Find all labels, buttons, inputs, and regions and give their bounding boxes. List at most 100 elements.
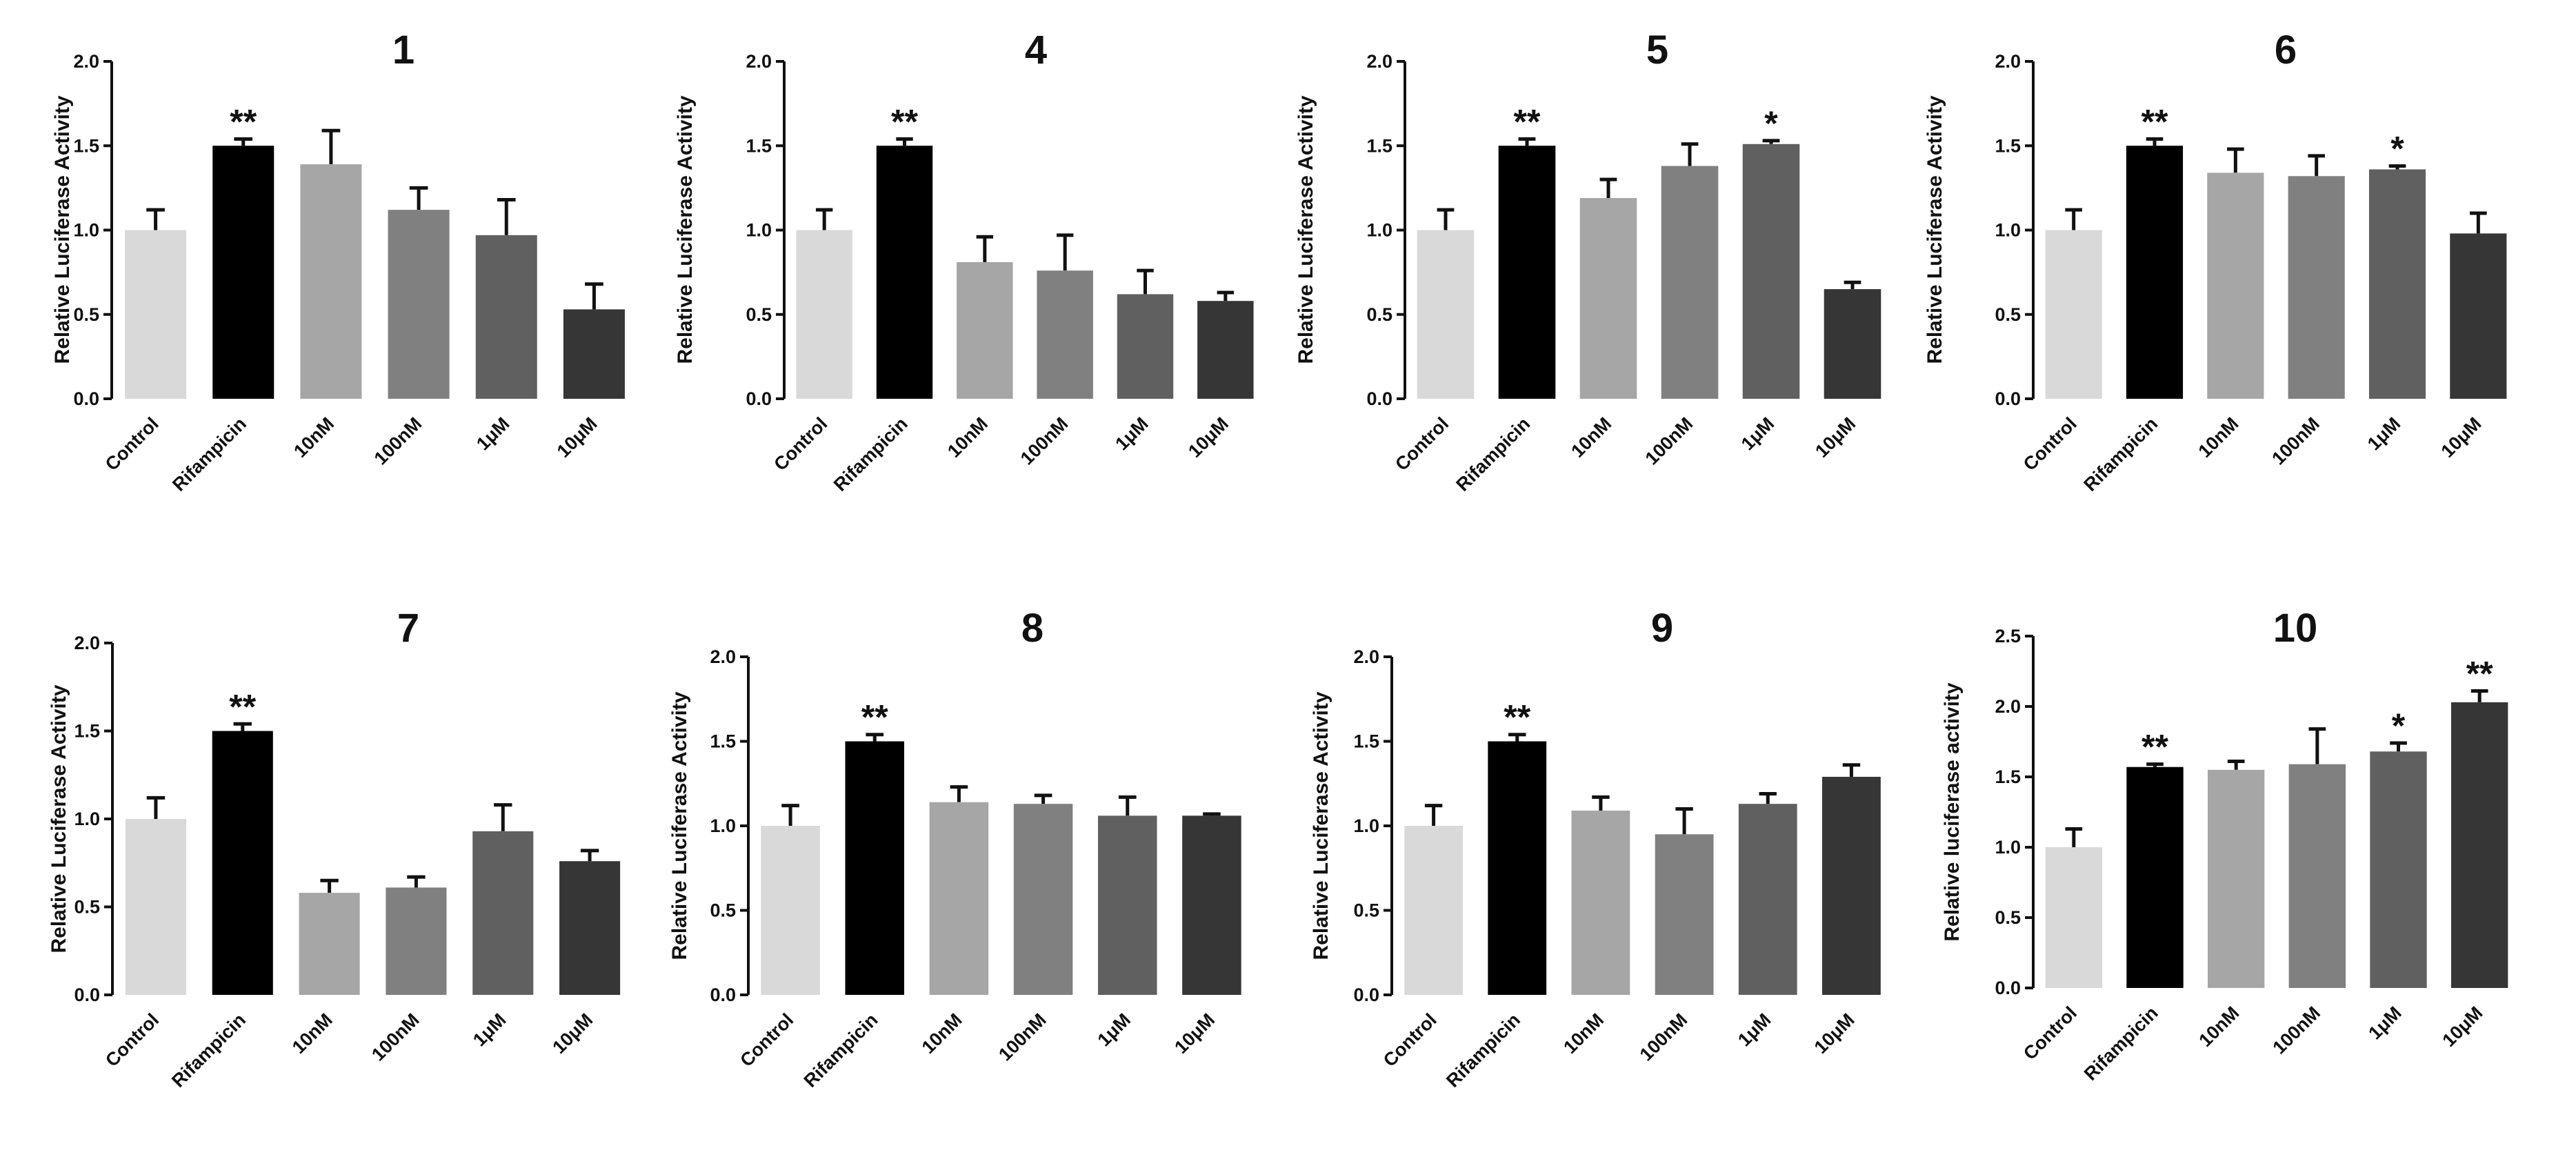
chart-title: 6	[2275, 28, 2297, 72]
bar-100nM	[1655, 834, 1714, 995]
x-tick-label: 10μM	[553, 413, 601, 462]
x-tick-label: Control	[770, 413, 831, 475]
x-tick-label: 10μM	[1811, 413, 1859, 462]
y-tick-label: 0.0	[1353, 985, 1379, 1005]
x-tick-label: Rifampicin	[168, 413, 250, 495]
bar-Control	[2045, 847, 2103, 988]
bar-10nM	[957, 261, 1013, 399]
bar-1μM	[1097, 815, 1157, 995]
y-tick-label: 1.5	[1995, 767, 2021, 787]
y-tick-label: 1.0	[1366, 220, 1392, 241]
x-tick-label: 100nM	[368, 1009, 423, 1065]
y-tick-label: 1.5	[74, 721, 100, 742]
significance-marker: **	[861, 698, 888, 737]
x-tick-label: 1μM	[1111, 413, 1152, 454]
y-tick-label: 1.0	[1995, 220, 2021, 241]
bar-Rifampicin	[845, 741, 905, 995]
chart-panel-10: 10 Relative luciferase activity 0.0 0.5 1.0 1…	[1941, 606, 2508, 1085]
x-tick-label: 10μM	[1184, 413, 1232, 462]
y-tick-label: 2.0	[1366, 51, 1392, 72]
x-tick-label: Control	[2019, 413, 2081, 475]
bar-100nM	[2288, 176, 2345, 399]
y-tick-label: 0.0	[73, 388, 99, 409]
chart-title: 7	[397, 606, 419, 651]
chart-title: 5	[1646, 28, 1668, 72]
x-tick-label: 100nM	[1017, 413, 1072, 469]
bar-Rifampicin	[2126, 767, 2184, 988]
significance-marker: **	[1514, 102, 1541, 141]
x-tick-label: Control	[736, 1009, 797, 1071]
y-tick-label: 0.0	[1995, 388, 2021, 409]
y-tick-label: 0.5	[1995, 304, 2021, 325]
y-tick-label: 0.5	[74, 897, 100, 918]
x-tick-label: 1μM	[1737, 413, 1778, 454]
x-tick-label: Control	[1379, 1009, 1441, 1071]
x-tick-label: Rifampicin	[2079, 413, 2161, 495]
bar-10μM	[1822, 776, 1881, 995]
y-tick-label: 1.0	[1995, 837, 2021, 858]
y-tick-label: 2.0	[73, 51, 99, 72]
x-tick-label: Rifampicin	[1442, 1009, 1524, 1091]
y-tick-label: 0.5	[746, 304, 772, 325]
chart-panel-8: 8 Relative Luciferase Activity 0.0 0.5 1.0 1.…	[668, 606, 1241, 1091]
y-axis-label: Relative Luciferase Activity	[51, 95, 74, 364]
y-tick-label: 1.5	[1995, 135, 2021, 156]
x-tick-label: 10μM	[2438, 1002, 2486, 1051]
x-tick-label: 10nM	[918, 1009, 966, 1058]
x-tick-label: 10nM	[1559, 1009, 1608, 1058]
x-tick-label: Rifampicin	[1452, 413, 1534, 495]
x-tick-label: 100nM	[1641, 413, 1697, 469]
bar-10μM	[559, 861, 621, 995]
x-tick-label: 10nM	[2195, 1002, 2243, 1051]
chart-panel-6: 6 Relative Luciferase Activity 0.0 0.5 1.0 1.…	[1924, 28, 2507, 495]
x-tick-label: Control	[1391, 413, 1452, 475]
y-tick-label: 1.0	[74, 809, 100, 829]
y-tick-label: 0.5	[1995, 907, 2021, 928]
x-tick-label: 1μM	[472, 413, 513, 454]
chart-panel-7: 7 Relative Luciferase Activity 0.0 0.5 1.0 1.…	[48, 606, 621, 1091]
x-tick-label: 1μM	[2364, 413, 2404, 454]
bar-1μM	[2368, 169, 2426, 399]
x-tick-label: Control	[101, 413, 163, 475]
x-tick-label: 10nM	[2195, 413, 2243, 462]
x-tick-label: Rifampicin	[168, 1009, 250, 1091]
significance-marker: **	[229, 687, 256, 726]
y-tick-label: 2.0	[1995, 51, 2021, 72]
y-tick-label: 0.5	[73, 304, 99, 325]
y-axis-label: Relative Luciferase Activity	[1295, 95, 1317, 364]
bar-100nM	[2288, 764, 2346, 988]
y-axis-label: Relative Luciferase Activity	[1924, 95, 1946, 364]
y-axis-label: Relative Luciferase Activity	[48, 684, 70, 953]
x-tick-label: 10μM	[548, 1009, 597, 1058]
y-tick-label: 2.0	[1995, 696, 2021, 717]
x-tick-label: 10nM	[943, 413, 992, 462]
bar-1μM	[1738, 804, 1797, 995]
x-tick-label: 10μM	[1170, 1009, 1219, 1058]
bar-Rifampicin	[212, 146, 274, 399]
y-tick-label: 2.0	[1353, 646, 1379, 667]
x-tick-label: 1μM	[2364, 1002, 2405, 1043]
y-tick-label: 0.5	[1366, 304, 1392, 325]
y-tick-label: 1.0	[710, 815, 736, 836]
bar-1μM	[1742, 144, 1800, 399]
bar-10nM	[1571, 810, 1630, 995]
x-tick-label: Rifampicin	[2080, 1002, 2162, 1085]
bar-100nM	[1037, 270, 1093, 399]
y-tick-label: 2.5	[1995, 626, 2021, 646]
bar-10μM	[1197, 301, 1254, 399]
chart-title: 4	[1025, 28, 1047, 72]
significance-marker: **	[2141, 728, 2168, 767]
chart-title: 1	[392, 28, 415, 72]
chart-panel-5: 5 Relative Luciferase Activity 0.0 0.5 1.0 1.…	[1295, 28, 1881, 495]
x-tick-label: 100nM	[1636, 1009, 1692, 1065]
y-tick-label: 2.0	[746, 51, 772, 72]
x-tick-label: 1μM	[1734, 1009, 1775, 1050]
chart-title: 9	[1651, 606, 1673, 651]
x-tick-label: 100nM	[995, 1009, 1050, 1065]
bar-Control	[761, 826, 820, 995]
bar-10μM	[2450, 702, 2508, 988]
y-tick-label: 1.5	[746, 135, 772, 156]
y-tick-label: 0.0	[74, 985, 100, 1005]
bar-10nM	[1579, 198, 1637, 399]
bar-100nM	[386, 887, 447, 995]
